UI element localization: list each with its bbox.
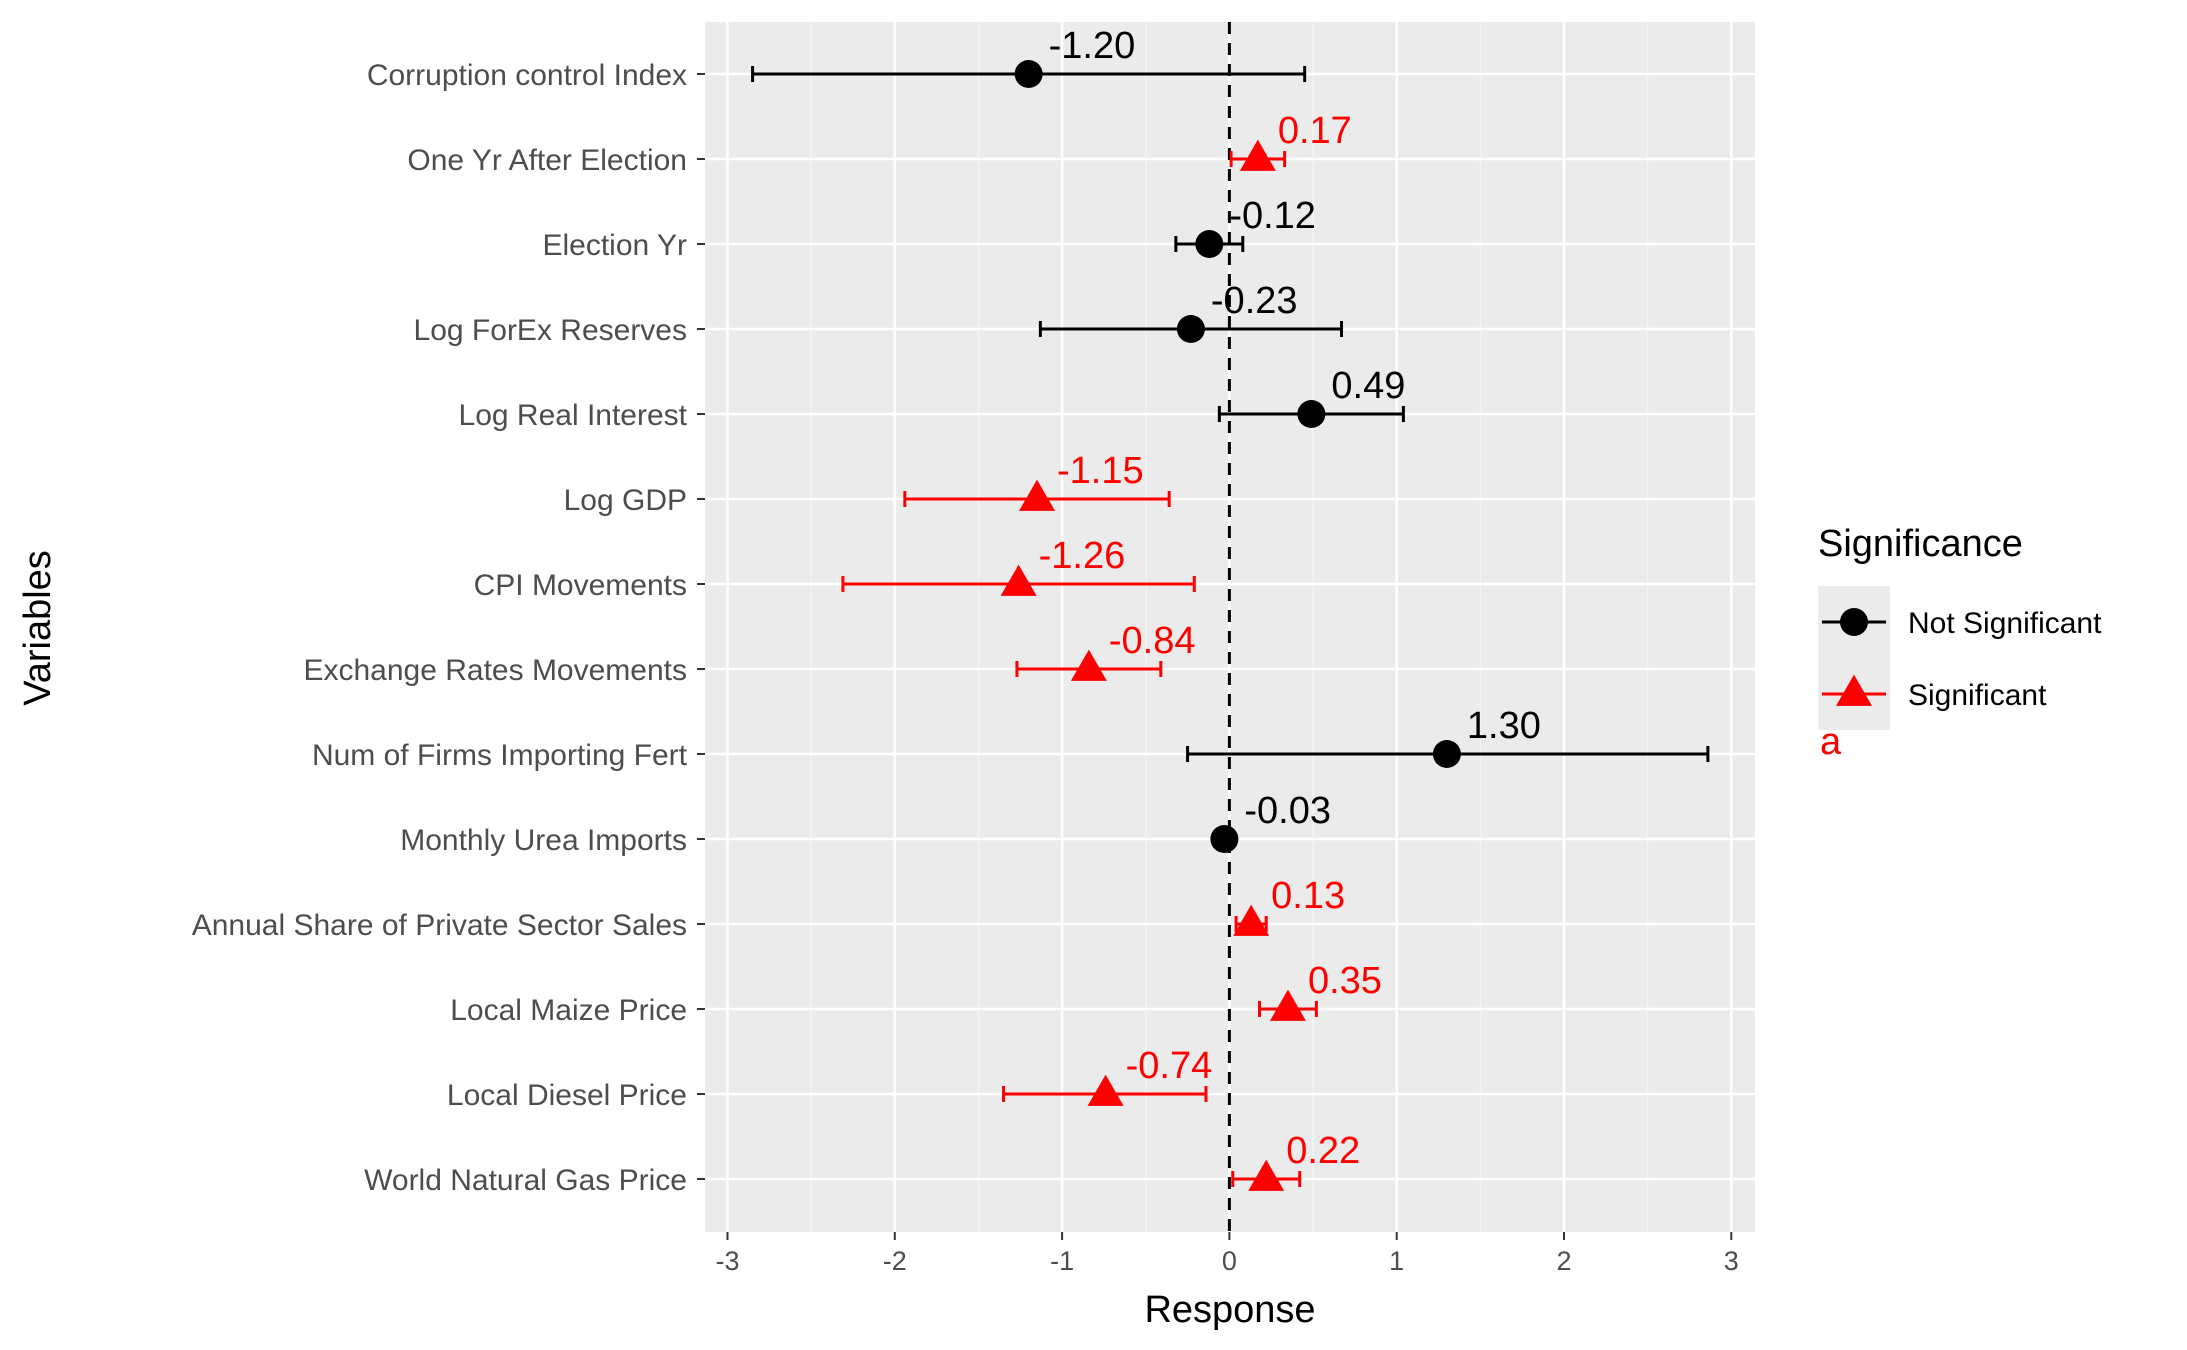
data-point-group: 0.49 xyxy=(1217,365,1405,428)
legend-key-triangle xyxy=(1836,674,1872,706)
data-point-group: -0.74 xyxy=(1002,1045,1213,1106)
y-tick-label: Monthly Urea Imports xyxy=(400,824,687,857)
y-axis-title: Variables xyxy=(17,550,59,706)
data-point-group: 0.13 xyxy=(1233,875,1345,936)
data-label: -0.03 xyxy=(1244,790,1331,832)
data-point-group: 0.35 xyxy=(1258,960,1382,1021)
y-tick-label: Local Maize Price xyxy=(450,994,687,1027)
legend-key-circle xyxy=(1840,608,1868,636)
point-triangle xyxy=(1087,1074,1124,1106)
x-tick-label: 2 xyxy=(1556,1246,1571,1276)
point-triangle xyxy=(1269,989,1306,1021)
data-label: 0.35 xyxy=(1308,960,1382,1002)
data-point-group: 1.30 xyxy=(1186,705,1710,768)
data-label: 1.30 xyxy=(1467,705,1541,747)
point-circle xyxy=(1432,740,1461,768)
data-label: 0.17 xyxy=(1278,110,1352,152)
data-label: -0.84 xyxy=(1109,620,1196,662)
data-point-group: -1.26 xyxy=(841,535,1196,596)
data-point-group: -0.84 xyxy=(1015,620,1196,681)
x-tick-label: -3 xyxy=(715,1246,739,1276)
data-label: 0.22 xyxy=(1286,1130,1360,1172)
data-point-group: 0.17 xyxy=(1229,110,1352,171)
point-triangle xyxy=(1070,649,1107,681)
y-tick-label: Log ForEx Reserves xyxy=(414,314,687,347)
data-label: -0.74 xyxy=(1126,1045,1213,1087)
data-point-group: -0.03 xyxy=(1210,790,1331,853)
x-tick-label: 3 xyxy=(1724,1246,1739,1276)
x-axis-title: Response xyxy=(1144,1289,1315,1331)
data-point-group: -1.15 xyxy=(903,450,1171,511)
data-point-group: -1.20 xyxy=(751,25,1307,88)
x-tick-label: 0 xyxy=(1222,1246,1237,1276)
y-tick-label: CPI Movements xyxy=(474,569,687,602)
point-circle xyxy=(1297,400,1326,428)
y-axis: Corruption control Index One Yr After Ele… xyxy=(192,59,705,1197)
data-label: -1.26 xyxy=(1039,535,1126,577)
legend-label: Significant xyxy=(1908,679,2047,712)
point-triangle xyxy=(1239,139,1276,171)
x-tick-label: 1 xyxy=(1389,1246,1404,1276)
y-tick-label: Log GDP xyxy=(564,484,687,517)
data-point-group: -0.12 xyxy=(1174,195,1316,258)
point-triangle xyxy=(1019,479,1056,511)
data-label: -0.23 xyxy=(1211,280,1298,322)
x-tick-label: -2 xyxy=(883,1246,907,1276)
point-circle xyxy=(1195,230,1224,258)
point-triangle xyxy=(1233,904,1270,936)
y-tick-label: Local Diesel Price xyxy=(447,1079,687,1112)
data-point-group: 0.22 xyxy=(1231,1130,1360,1191)
chart-marks: -1.20 0.17 -0.12 -0.23 0.49 -1.15 -1.26 -0.84 1.… xyxy=(751,22,1710,1232)
data-point-group: -0.23 xyxy=(1038,280,1343,343)
y-tick-label: Election Yr xyxy=(542,229,687,262)
data-label: -1.20 xyxy=(1049,25,1136,67)
y-tick-label: World Natural Gas Price xyxy=(364,1164,687,1197)
point-circle xyxy=(1210,825,1239,853)
y-tick-label: Log Real Interest xyxy=(459,399,688,432)
data-label: -0.12 xyxy=(1229,195,1316,237)
y-tick-label: One Yr After Election xyxy=(407,144,687,177)
legend-entry: aNot Significant xyxy=(1818,586,2102,691)
legend: Significance aNot Significant a Significant xyxy=(1818,523,2102,763)
point-circle xyxy=(1176,315,1205,343)
point-circle xyxy=(1014,60,1043,88)
point-triangle xyxy=(1248,1159,1285,1191)
data-label: 0.49 xyxy=(1331,365,1405,407)
x-axis: -3 -2 -1 0 1 2 3 xyxy=(715,1232,1739,1276)
y-tick-label: Num of Firms Importing Fert xyxy=(312,739,688,772)
y-tick-label: Exchange Rates Movements xyxy=(303,654,687,687)
y-tick-label: Annual Share of Private Sector Sales xyxy=(192,909,687,942)
y-tick-label: Corruption control Index xyxy=(367,59,687,92)
legend-key-text: a xyxy=(1820,721,1842,763)
legend-title: Significance xyxy=(1818,523,2023,565)
legend-label: Not Significant xyxy=(1908,607,2102,640)
point-triangle xyxy=(1000,564,1037,596)
data-label: -1.15 xyxy=(1057,450,1144,492)
data-label: 0.13 xyxy=(1271,875,1345,917)
legend-entry: a Significant xyxy=(1818,658,2047,763)
x-tick-label: -1 xyxy=(1050,1246,1074,1276)
